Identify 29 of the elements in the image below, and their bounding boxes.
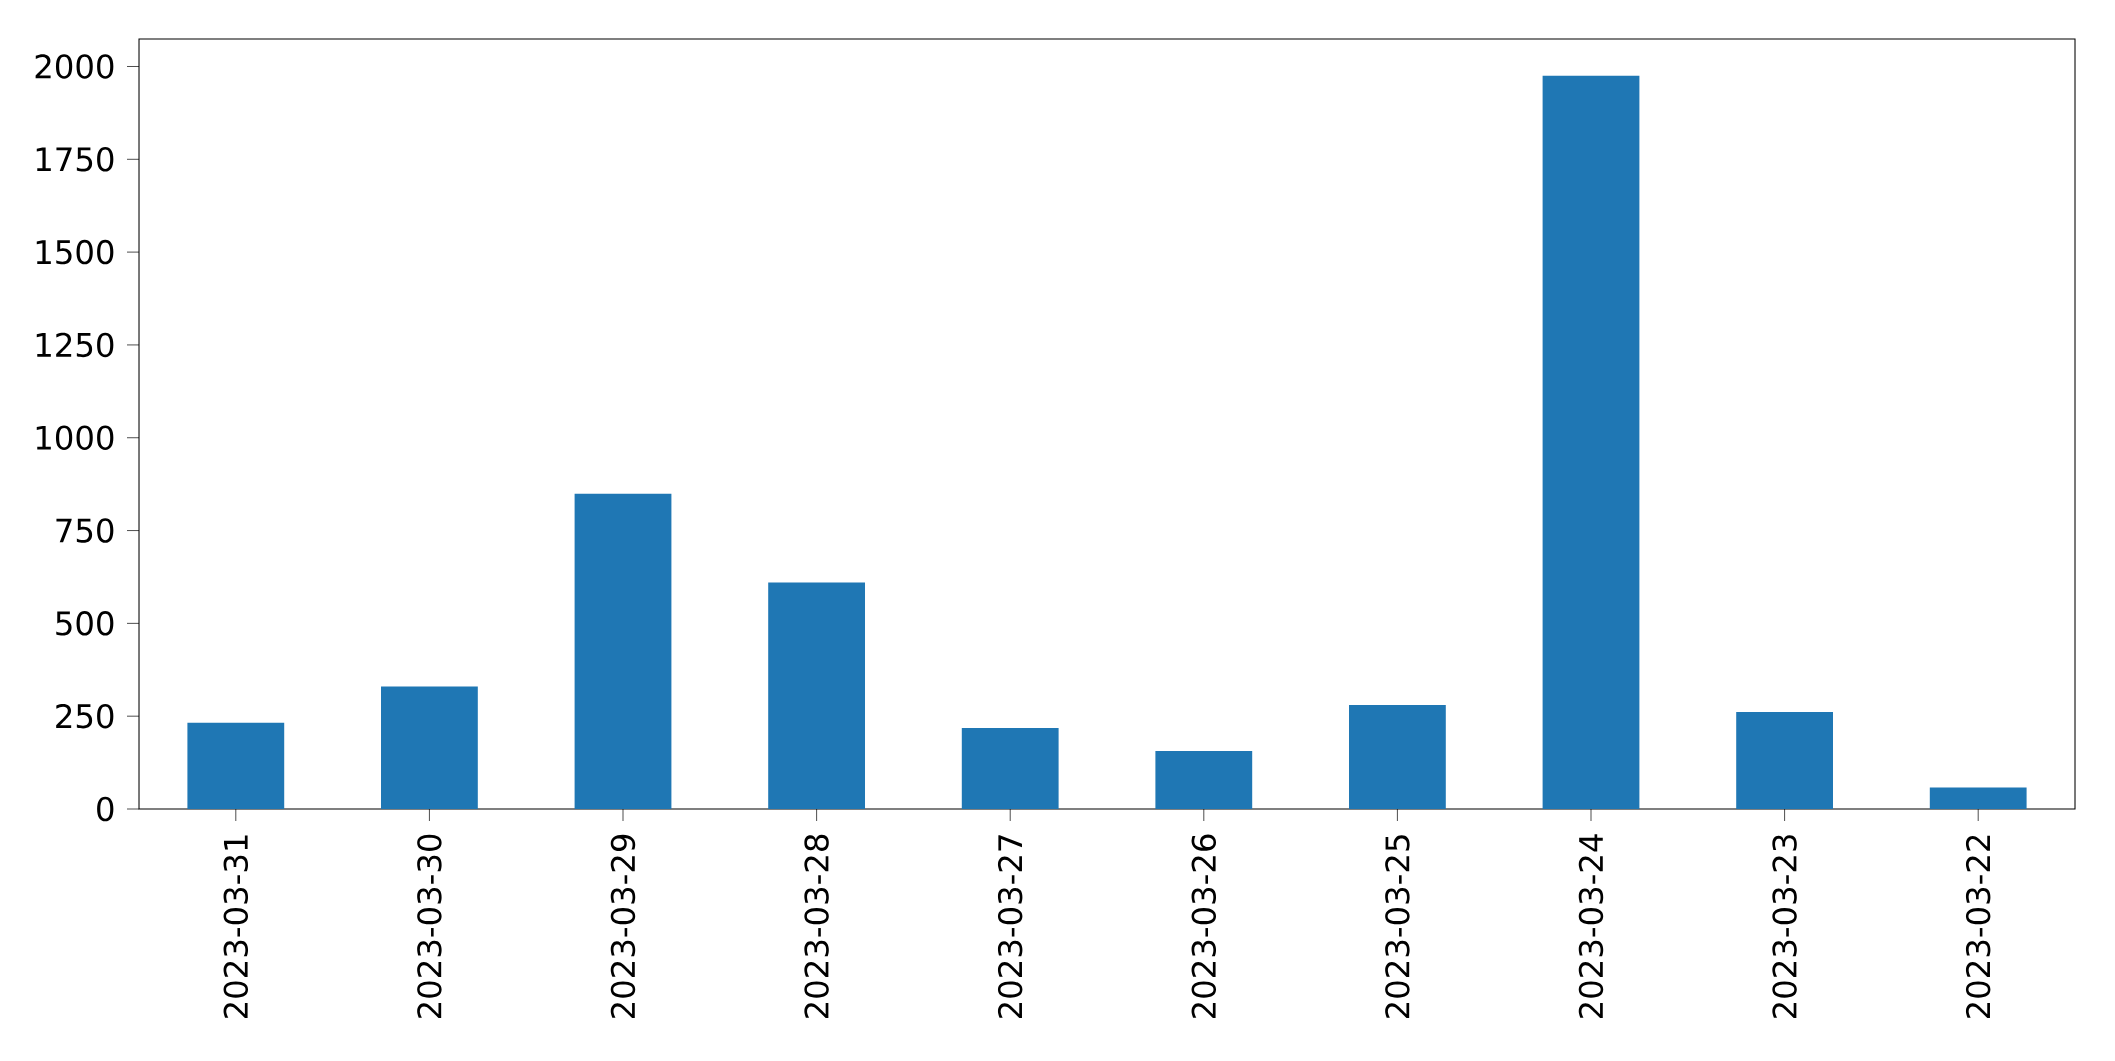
bar [574, 493, 672, 810]
x-tick-label: 2023-03-28 [804, 834, 829, 1019]
x-tick-label: 2023-03-25 [1385, 835, 1410, 1019]
bar [1155, 751, 1253, 810]
x-tick-label: 2023-03-24 [1578, 834, 1604, 1019]
x-tick-label: 2023-03-29 [610, 834, 636, 1019]
y-tick-label: 0 [97, 796, 114, 822]
x-tick-label: 2023-03-31 [223, 835, 249, 1019]
x-tick-label: 2023-03-22 [1965, 835, 1991, 1019]
bar [1542, 75, 1640, 810]
y-tick-label: 750 [56, 518, 114, 543]
x-tick-label: 2023-03-26 [1191, 834, 1217, 1019]
y-tick-label: 1750 [36, 147, 114, 172]
bar [381, 686, 478, 810]
y-tick-label: 250 [56, 703, 114, 729]
y-tick-label: 1500 [36, 239, 114, 265]
bar [1929, 787, 2027, 810]
y-tick-label: 2000 [35, 54, 114, 79]
x-tick-label: 2023-03-30 [417, 834, 442, 1019]
y-tick-label: 1250 [36, 332, 114, 358]
x-tick-label: 2023-03-23 [1772, 835, 1797, 1019]
bar [961, 728, 1059, 810]
y-tick-label: 500 [56, 611, 114, 636]
x-tick-label: 2023-03-27 [997, 835, 1023, 1019]
bar [768, 582, 866, 810]
bar [1736, 712, 1833, 810]
bar [187, 722, 285, 810]
bar [1349, 705, 1446, 810]
y-tick-label: 1000 [36, 425, 114, 450]
